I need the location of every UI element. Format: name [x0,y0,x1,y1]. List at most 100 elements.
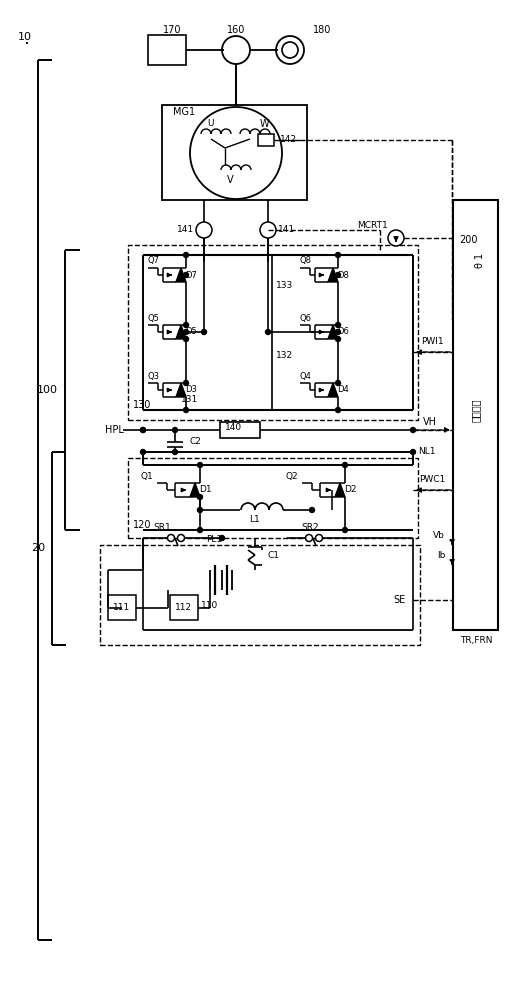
Circle shape [198,528,203,532]
Circle shape [315,534,323,542]
Polygon shape [328,325,338,339]
Circle shape [196,222,212,238]
Text: C1: C1 [268,550,280,560]
Text: NL1: NL1 [418,448,435,456]
Circle shape [222,36,250,64]
Text: Q1: Q1 [140,473,153,482]
Polygon shape [328,268,338,282]
Circle shape [183,408,188,412]
Text: D2: D2 [344,486,356,494]
Circle shape [410,428,416,432]
Circle shape [335,330,340,334]
Bar [100,545,420,645]
Text: Ib: Ib [436,550,445,560]
Text: SR1: SR1 [153,522,171,532]
Circle shape [276,36,304,64]
Circle shape [183,380,188,385]
Circle shape [198,462,203,468]
Text: 131: 131 [181,395,199,404]
Text: 20: 20 [31,543,45,553]
Text: D1: D1 [199,486,211,494]
Text: U: U [208,119,214,128]
Bar [170,595,198,620]
Text: D4: D4 [337,385,349,394]
Circle shape [183,272,188,277]
Circle shape [198,508,203,512]
Circle shape [219,536,225,540]
Circle shape [266,330,270,334]
Circle shape [335,380,340,385]
Circle shape [173,450,177,454]
Text: 100: 100 [37,385,58,395]
Polygon shape [328,383,338,397]
Text: 111: 111 [113,603,131,612]
Bar [162,105,307,200]
Circle shape [342,528,347,532]
Polygon shape [176,268,186,282]
Text: SE: SE [394,595,406,605]
Text: 120: 120 [133,520,151,530]
Circle shape [141,428,145,432]
Bar [128,458,418,538]
Text: Q2: Q2 [285,473,298,482]
Circle shape [168,534,175,542]
Circle shape [335,252,340,257]
Text: Vb: Vb [433,530,445,540]
Circle shape [335,336,340,342]
Text: Q6: Q6 [299,314,311,322]
Text: PL1: PL1 [206,536,222,544]
Text: MG1: MG1 [173,107,195,117]
Text: L1: L1 [249,516,261,524]
Text: HPL: HPL [105,425,124,435]
Text: 170: 170 [163,25,181,35]
Polygon shape [190,483,200,497]
Text: SR2: SR2 [301,522,319,532]
Text: V: V [227,175,233,185]
Text: 141: 141 [278,226,295,234]
Circle shape [202,330,206,334]
Bar [453,200,498,630]
Text: 130: 130 [133,400,151,410]
Text: D3: D3 [185,385,197,394]
Circle shape [342,462,347,468]
Circle shape [335,408,340,412]
Text: D7: D7 [185,270,197,279]
Text: D8: D8 [337,270,349,279]
Text: 控制装置: 控制装置 [471,398,481,422]
Polygon shape [176,383,186,397]
Circle shape [335,272,340,277]
Bar [258,134,274,146]
Text: VH: VH [423,417,437,427]
Circle shape [309,508,314,512]
Text: 132: 132 [276,351,293,360]
Bar [108,595,136,620]
Text: 133: 133 [276,280,293,290]
Text: 180: 180 [313,25,331,35]
Text: PWI1: PWI1 [421,338,443,347]
Text: 141: 141 [177,226,194,234]
Text: 110: 110 [201,600,218,609]
Circle shape [141,450,145,454]
Circle shape [388,230,404,246]
Text: Q5: Q5 [147,314,159,322]
Text: 200: 200 [459,235,477,245]
Circle shape [410,450,416,454]
Text: Q4: Q4 [299,371,311,380]
Circle shape [183,336,188,342]
Circle shape [183,330,188,334]
Polygon shape [335,483,345,497]
Text: Q8: Q8 [299,256,311,265]
Text: PWC1: PWC1 [419,476,445,485]
Circle shape [198,494,203,499]
Circle shape [335,322,340,328]
Bar [220,422,260,438]
Bar [148,35,186,65]
Text: D6: D6 [337,328,349,336]
Text: C2: C2 [190,438,202,446]
Text: Q7: Q7 [147,256,159,265]
Text: 112: 112 [175,603,193,612]
Text: D5: D5 [185,328,197,336]
Text: TR,FRN: TR,FRN [460,636,492,645]
Circle shape [183,322,188,328]
Text: θ 1: θ 1 [475,252,485,268]
